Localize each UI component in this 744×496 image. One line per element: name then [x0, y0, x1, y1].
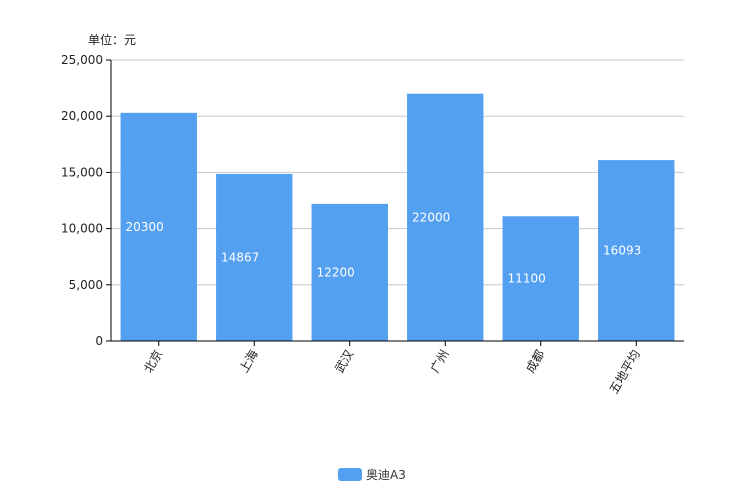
y-tick-label: 5,000: [69, 278, 103, 292]
bar-value-label: 16093: [603, 244, 641, 258]
bar-value-label: 20300: [126, 220, 164, 234]
bar-value-label: 11100: [508, 272, 546, 286]
y-tick-label: 25,000: [61, 53, 103, 67]
y-tick-label: 20,000: [61, 109, 103, 123]
x-tick-label: 五地平均: [607, 348, 643, 397]
bar: [120, 112, 197, 341]
bar: [502, 216, 579, 341]
bar: [311, 203, 388, 341]
y-tick-label: 0: [95, 334, 103, 348]
bar: [598, 160, 675, 341]
legend-label: 奥迪A3: [366, 468, 406, 482]
x-tick-label: 广州: [428, 348, 452, 376]
bar-value-label: 14867: [221, 250, 259, 264]
x-tick-label: 成都: [523, 348, 547, 376]
legend[interactable]: 奥迪A3: [338, 466, 406, 483]
bar-value-label: 12200: [317, 265, 355, 279]
x-tick-label: 武汉: [332, 348, 356, 376]
y-tick-label: 10,000: [61, 222, 103, 236]
x-tick-label: 北京: [141, 348, 165, 376]
bar: [216, 173, 293, 341]
legend-swatch: [338, 468, 362, 481]
bar: [407, 93, 484, 341]
y-tick-label: 15,000: [61, 165, 103, 179]
bar-value-label: 22000: [412, 210, 450, 224]
unit-label: 单位：元: [88, 33, 137, 47]
x-tick-label: 上海: [236, 347, 261, 375]
